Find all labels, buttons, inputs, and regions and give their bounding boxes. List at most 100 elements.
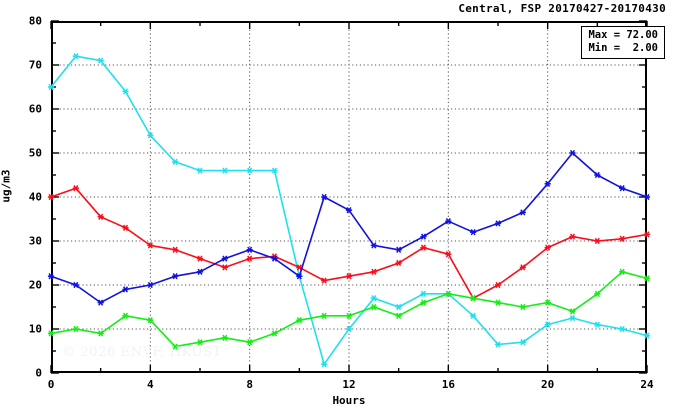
x-tick-label: 12 — [342, 378, 356, 391]
data-point-marker — [519, 303, 526, 311]
y-tick-label: 10 — [28, 322, 42, 336]
y-tick-label: 80 — [28, 14, 42, 28]
data-point-marker — [594, 290, 601, 297]
data-point-marker — [47, 83, 55, 91]
data-point-marker — [470, 312, 477, 319]
data-point-marker — [172, 158, 179, 165]
y-tick-label: 40 — [28, 190, 42, 204]
data-point-marker — [569, 314, 576, 322]
stat-max: Max = 72.00 — [588, 29, 658, 41]
data-point-marker — [246, 167, 253, 174]
data-point-marker — [619, 185, 626, 192]
data-point-marker — [470, 295, 477, 302]
y-tick-label: 60 — [28, 102, 42, 116]
x-tick-label: 24 — [640, 378, 654, 391]
data-point-marker — [544, 321, 551, 328]
data-point-marker — [321, 193, 328, 201]
data-point-marker — [619, 325, 626, 333]
data-point-marker — [147, 317, 154, 324]
series-blue — [47, 149, 651, 306]
data-point-marker — [147, 132, 154, 139]
y-tick-label: 20 — [28, 278, 42, 292]
data-point-marker — [47, 273, 55, 280]
data-point-marker — [122, 88, 129, 95]
data-point-marker — [172, 343, 179, 350]
data-point-marker — [221, 255, 228, 262]
data-point-marker — [271, 330, 278, 337]
x-tick-label: 0 — [47, 378, 55, 391]
y-tick-label: 50 — [28, 146, 42, 160]
data-point-marker — [594, 171, 601, 179]
data-point-marker — [370, 303, 377, 311]
data-point-marker — [296, 317, 303, 324]
data-point-marker — [72, 53, 79, 60]
data-point-marker — [494, 281, 502, 289]
x-axis-label: Hours — [332, 394, 366, 407]
data-point-marker — [122, 286, 129, 293]
data-point-marker — [296, 273, 303, 280]
x-tick-label: 8 — [246, 378, 253, 391]
data-point-marker — [544, 244, 551, 251]
data-point-marker — [445, 251, 452, 258]
data-point-marker — [172, 273, 179, 280]
data-point-marker — [345, 312, 353, 319]
data-point-marker — [246, 339, 253, 346]
y-tick-label: 70 — [28, 58, 42, 72]
x-tick-label: 4 — [147, 378, 154, 391]
data-point-marker — [519, 339, 526, 346]
data-point-marker — [494, 220, 502, 227]
data-point-marker — [196, 339, 204, 346]
data-point-marker — [122, 224, 129, 231]
data-point-marker — [97, 57, 104, 64]
data-point-marker — [97, 330, 104, 337]
data-point-marker — [619, 268, 626, 275]
data-point-marker — [321, 361, 328, 368]
data-point-marker — [147, 281, 154, 289]
data-point-marker — [221, 167, 228, 174]
data-point-marker — [569, 308, 576, 315]
data-point-marker — [395, 259, 402, 267]
data-point-marker — [72, 185, 79, 192]
data-point-marker — [544, 180, 551, 187]
data-point-marker — [196, 167, 204, 174]
data-point-marker — [420, 244, 427, 251]
data-point-marker — [321, 312, 328, 319]
data-point-marker — [519, 264, 526, 271]
data-point-marker — [246, 255, 253, 262]
data-point-marker — [122, 312, 129, 319]
data-point-marker — [345, 325, 353, 333]
data-point-marker — [72, 325, 79, 333]
data-point-marker — [420, 299, 427, 306]
data-point-marker — [196, 255, 204, 262]
data-point-marker — [594, 237, 601, 245]
data-point-marker — [544, 299, 551, 306]
data-point-marker — [221, 334, 228, 341]
data-point-marker — [395, 303, 402, 311]
data-point-marker — [643, 231, 651, 238]
data-point-marker — [72, 281, 79, 289]
data-point-marker — [643, 275, 651, 282]
data-point-marker — [519, 209, 526, 216]
series-green — [47, 268, 651, 350]
data-point-marker — [470, 229, 477, 236]
data-point-marker — [147, 242, 154, 249]
page-title: Central, FSP 20170427-20170430 — [458, 2, 666, 15]
stats-box: Max = 72.00 Min = 2.00 — [581, 26, 665, 60]
data-point-marker — [445, 218, 452, 225]
data-point-marker — [246, 246, 253, 253]
data-point-marker — [445, 290, 452, 297]
data-point-marker — [97, 213, 104, 220]
data-point-marker — [97, 299, 104, 306]
data-point-marker — [643, 332, 651, 339]
data-point-marker — [221, 264, 228, 271]
x-tick-label: 20 — [541, 378, 555, 391]
data-point-marker — [271, 255, 278, 262]
data-point-marker — [196, 268, 204, 275]
data-point-marker — [172, 246, 179, 253]
data-point-marker — [370, 268, 377, 275]
data-point-marker — [619, 235, 626, 242]
x-tick-label: 16 — [441, 378, 455, 391]
data-point-marker — [47, 330, 55, 337]
